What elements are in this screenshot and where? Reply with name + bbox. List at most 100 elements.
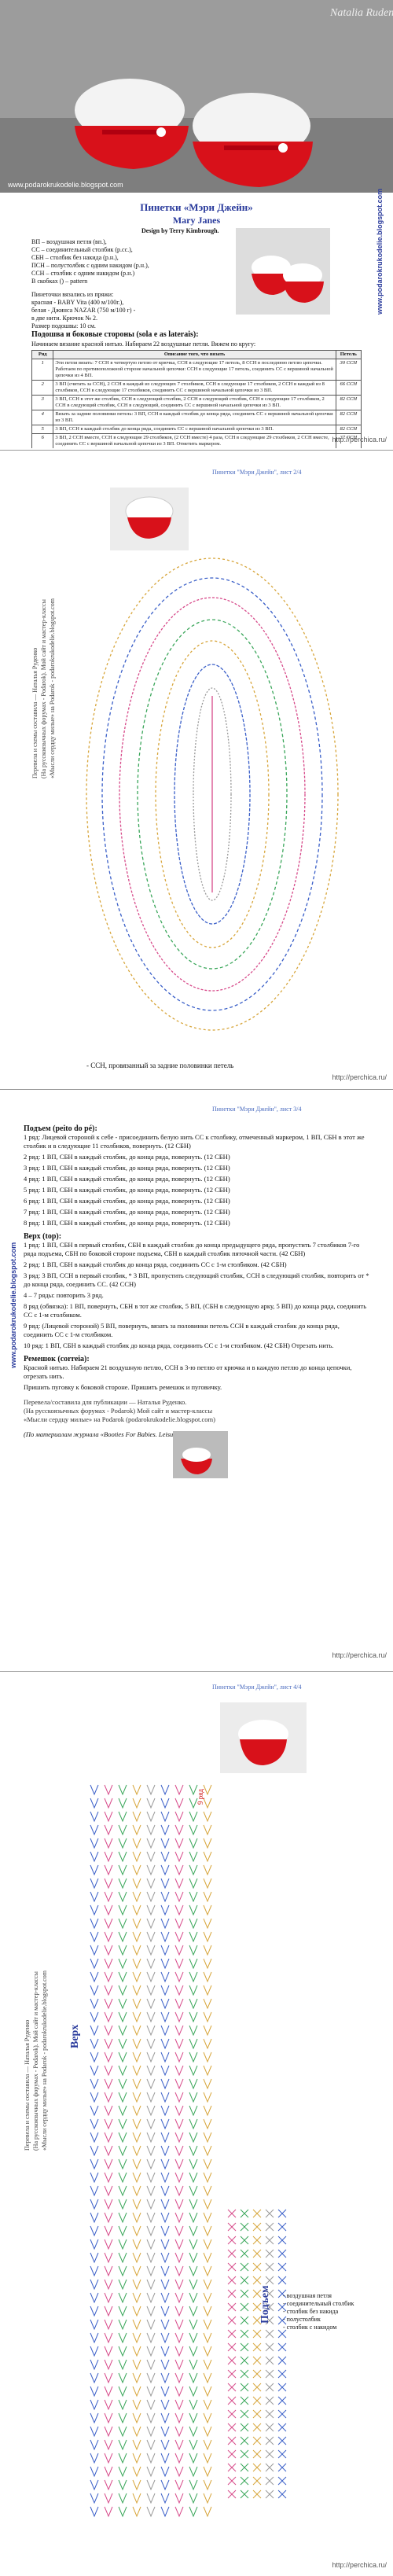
stitch [189,2479,198,2491]
stitch [146,1864,156,1876]
cell: 6 [31,433,54,448]
stitch [118,2065,127,2077]
stitch [160,2466,170,2478]
stitch [160,2132,170,2144]
header-cell: Описание того, что вязать [53,350,336,359]
stitch [160,1971,170,1983]
stitch [146,2453,156,2464]
stitch [189,2506,198,2518]
stitch [174,2306,184,2317]
stitch [203,2426,212,2438]
stitch [277,2423,287,2432]
label-lift: Подъем [259,2285,271,2324]
stitch [146,2038,156,2050]
stitch [174,2212,184,2224]
stitch [104,2332,113,2344]
stitch [174,2479,184,2491]
stitch [146,1985,156,1996]
stitch [203,2199,212,2210]
stitch [265,2209,274,2218]
caption: Пинетки "Мэри Джейн", лист 3/4 [212,1106,302,1113]
stitch [160,1851,170,1863]
stitch [174,2292,184,2304]
instruction: 3 ряд: 1 ВП, СБН в каждый столбик, до ко… [24,1164,230,1172]
stitch [277,2289,287,2298]
stitch [146,2426,156,2438]
stitch [118,1838,127,1849]
stitch [252,2463,262,2472]
stitch [203,2493,212,2504]
stitch [189,1958,198,1970]
stitch [160,2439,170,2451]
stitch [118,1985,127,1996]
stitch [132,1904,141,1916]
stitch [252,2476,262,2486]
stitch [277,2342,287,2352]
stitch [118,2439,127,2451]
intro: Начинаем вязание красной нитью. Набираем… [31,340,256,348]
stitch [146,2105,156,2117]
legend-item: ПСН – полустолбик с одним накидом (р.н.)… [31,262,149,269]
stitch [227,2289,237,2298]
stitch [118,2252,127,2264]
stitch [118,2306,127,2317]
stitch [118,2092,127,2103]
stitch [132,2052,141,2063]
stitch [90,2453,99,2464]
stitch [240,2409,249,2419]
stitch [146,2225,156,2237]
stitch [240,2383,249,2392]
stitch [132,2359,141,2371]
yarn-info: Пинеточки вязались из пряжи: красная - BA… [31,291,220,330]
stitch [90,1918,99,1930]
stitch [104,2185,113,2197]
stitch [132,2265,141,2277]
instruction: 4 – 7 ряды: повторить 3 ряд. [24,1291,104,1299]
stitch [146,1904,156,1916]
stitch [203,2346,212,2357]
stitch [203,2279,212,2291]
stitch [203,1985,212,1996]
photo-caption: www.podarokrukodelie.blogspot.com [7,181,123,189]
stitch [227,2409,237,2419]
stitch [227,2356,237,2365]
instruction: Красной нитью. Набираем 21 воздушную пет… [24,1363,352,1380]
stitch [118,2279,127,2291]
stitch [203,2399,212,2411]
stitch [90,2225,99,2237]
stitch [203,2412,212,2424]
stitch [104,2265,113,2277]
stitch [132,2292,141,2304]
stitch [90,1945,99,1956]
stitch [203,2225,212,2237]
footer-url: http://perchica.ru/ [332,1073,387,1081]
stitch [174,1958,184,1970]
stitch [189,1878,198,1890]
stitch [104,2078,113,2090]
stitch [90,2105,99,2117]
stitch [174,1998,184,2010]
stitch [203,1784,212,1796]
stitch [146,1918,156,1930]
side-url: www.podarokrukodelie.blogspot.com [9,1242,17,1368]
caption: Пинетки "Мэри Джейн", лист 2/4 [212,469,302,476]
stitch [265,2383,274,2392]
stitch [174,2506,184,2518]
stitch [203,2105,212,2117]
stitch [203,2158,212,2170]
stitch [132,2105,141,2117]
stitch [189,2426,198,2438]
stitch [104,2306,113,2317]
stitch [174,2092,184,2103]
stitch [146,2172,156,2184]
stitch [90,1798,99,1809]
cell: 3 [31,395,54,410]
stitch [227,2316,237,2325]
stitch [118,2426,127,2438]
stitch [104,1971,113,1983]
stitch [189,1931,198,1943]
stitch [90,2346,99,2357]
stitch [265,2249,274,2258]
stitch [174,2078,184,2090]
stitch [189,2239,198,2250]
